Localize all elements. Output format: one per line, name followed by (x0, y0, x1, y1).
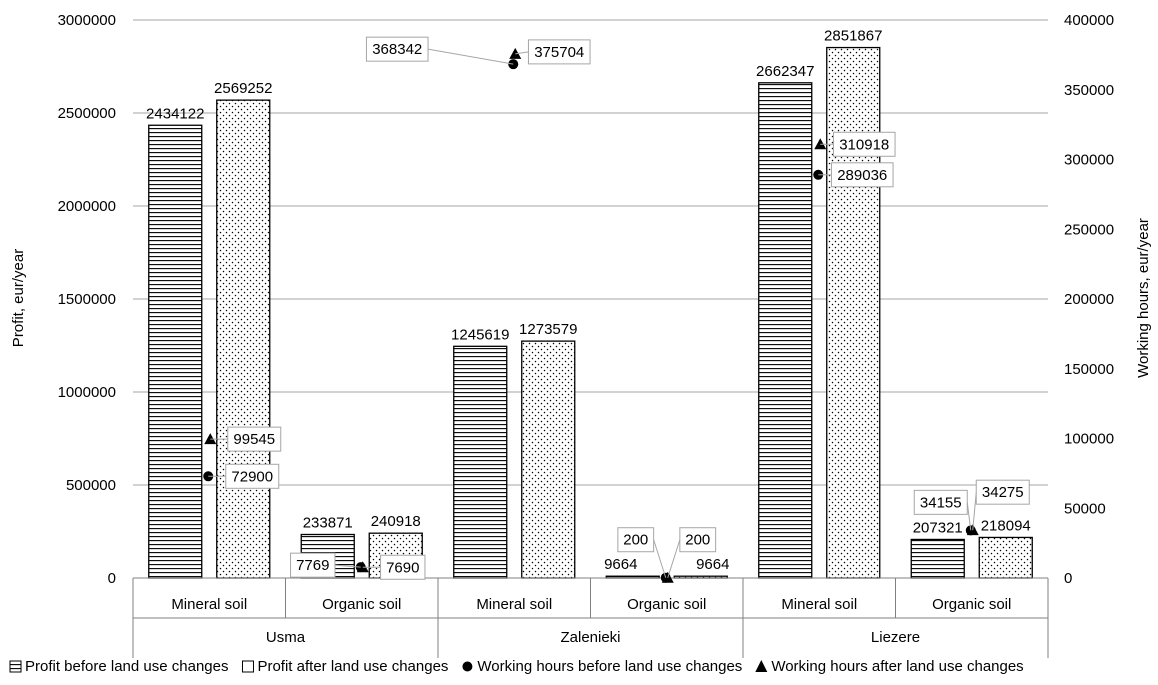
bar-value-label: 240918 (371, 513, 421, 530)
bar-value-label: 218094 (981, 517, 1031, 534)
y2-tick-label: 0 (1064, 570, 1072, 587)
bar (453, 345, 508, 579)
marker-value-label: 34275 (982, 484, 1024, 501)
legend-label: Profit before land use changes (25, 658, 228, 675)
legend-label: Working hours after land use changes (771, 658, 1023, 675)
legend-label: Working hours before land use changes (477, 658, 742, 675)
x-tick-label: Mineral soil (781, 596, 857, 613)
x-tick-label: Mineral soil (476, 596, 552, 613)
y2-tick-label: 350000 (1064, 82, 1114, 99)
legend-item: Working hours before land use changes (462, 658, 742, 675)
legend-item: Profit after land use changes (241, 658, 448, 675)
marker-value-label: 200 (623, 532, 648, 549)
legend-swatch-dotted (241, 660, 254, 673)
y-tick-label: 0 (108, 570, 116, 587)
callout-box (380, 554, 426, 580)
marker-value-label: 72900 (231, 468, 273, 485)
callout-box (913, 489, 968, 515)
marker-value-label: 99545 (233, 431, 275, 448)
bar-value-label: 1245619 (451, 326, 509, 343)
x-tick-label: Organic soil (932, 596, 1011, 613)
callout-leader (667, 539, 681, 578)
callout-leader (515, 51, 529, 55)
callout-box (617, 527, 655, 553)
marker-value-label: 34155 (920, 494, 962, 511)
bar-value-label: 2662347 (756, 63, 814, 80)
bar (910, 538, 965, 579)
working-hours-marker (508, 59, 519, 70)
callout-box (832, 131, 896, 157)
legend-item: Working hours after land use changes (755, 658, 1024, 675)
y2-tick-label: 300000 (1064, 152, 1114, 169)
bar (826, 46, 881, 579)
legend: Profit before land use changes Profit aft… (9, 658, 1024, 675)
callout-leader (972, 492, 977, 531)
y2-tick-label: 150000 (1064, 361, 1114, 378)
bar-value-label: 9664 (604, 556, 637, 573)
bar-value-label: 2434122 (146, 105, 204, 122)
y2-tick-label: 50000 (1064, 500, 1106, 517)
callout-box (830, 162, 894, 188)
y2-tick-label: 200000 (1064, 291, 1114, 308)
y-tick-label: 2500000 (58, 105, 116, 122)
callout-box (975, 479, 1030, 505)
y2-tick-label: 400000 (1064, 12, 1114, 29)
marker-value-label: 310918 (839, 136, 889, 153)
callout-box (225, 463, 280, 489)
bar-value-label: 1273579 (519, 321, 577, 338)
callout-box (290, 552, 336, 578)
marker-value-label: 289036 (837, 167, 887, 184)
bar (216, 99, 271, 579)
gridlines (133, 19, 1048, 486)
group-label: Usma (266, 629, 306, 646)
axes: 0500000100000015000002000000250000030000… (58, 12, 1114, 658)
legend-item: Profit before land use changes (9, 658, 228, 675)
x-tick-label: Organic soil (627, 596, 706, 613)
bar-value-label: 207321 (913, 519, 963, 536)
y2-tick-label: 250000 (1064, 221, 1114, 238)
legend-label: Profit after land use changes (257, 658, 448, 675)
bar-value-label: 9664 (696, 556, 729, 573)
marker-value-label: 200 (685, 532, 710, 549)
callout-leader (334, 564, 361, 568)
y-tick-label: 500000 (66, 477, 116, 494)
bar (978, 536, 1033, 579)
bar (758, 82, 813, 579)
bar-value-label: 2569252 (214, 80, 272, 97)
callout-leader (427, 48, 514, 65)
y-axis-label: Profit, eur/year (10, 249, 27, 347)
marker-value-label: 368342 (372, 41, 422, 58)
legend-swatch-hatched (9, 660, 22, 673)
y-tick-label: 1000000 (58, 384, 116, 401)
group-label: Liezere (871, 629, 920, 646)
callout-leader (653, 539, 667, 578)
x-tick-label: Mineral soil (171, 596, 247, 613)
y2-tick-label: 100000 (1064, 431, 1114, 448)
legend-triangle-icon (755, 660, 768, 672)
callout-box (527, 39, 591, 65)
y-tick-label: 3000000 (58, 12, 116, 29)
marker-value-label: 7769 (296, 557, 329, 574)
callout-box (679, 527, 717, 553)
bar-value-label: 2851867 (824, 28, 882, 45)
y-tick-label: 2000000 (58, 198, 116, 215)
y-tick-label: 1500000 (58, 291, 116, 308)
x-tick-label: Organic soil (322, 596, 401, 613)
bar (521, 340, 576, 579)
callout-box (227, 426, 282, 452)
group-label: Zalenieki (560, 629, 620, 646)
marker-value-label: 7690 (386, 559, 419, 576)
marker-value-label: 375704 (534, 44, 584, 61)
legend-circle-icon (462, 661, 473, 672)
bars (148, 46, 1033, 579)
y2-axis-label: Working hours, eur/year (1135, 218, 1152, 378)
bar (148, 124, 203, 579)
data-labels: 2434122 233871 1245619 9664 2662347 207321 256… (146, 28, 1031, 580)
callout-box (365, 36, 429, 62)
bar-value-label: 233871 (303, 515, 353, 532)
callout-leader (966, 502, 972, 531)
